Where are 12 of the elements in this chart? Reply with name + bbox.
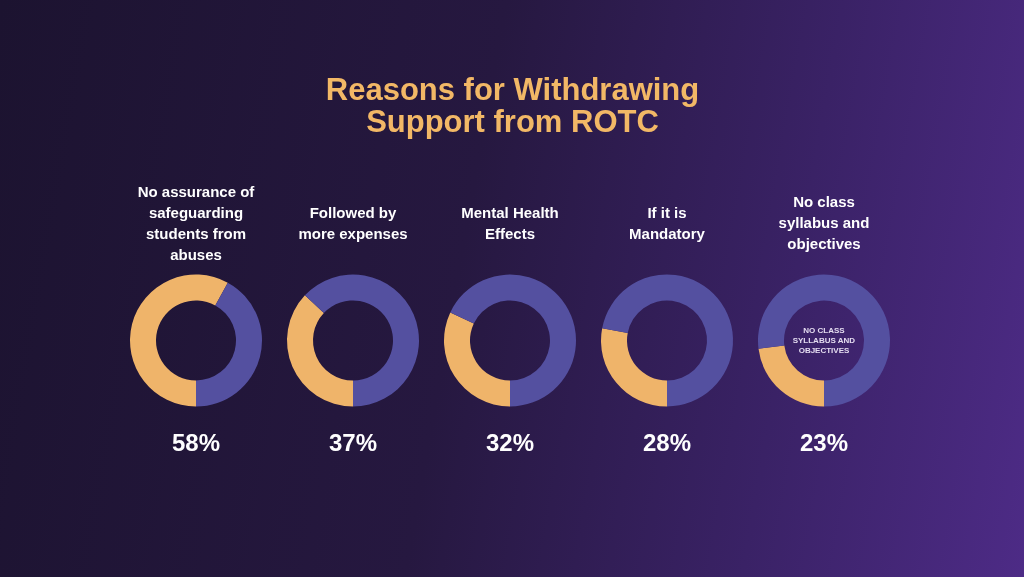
- data-label: 28%: [642, 429, 692, 456]
- text: Reasons for Withdrawing Support from ROTC: [325, 72, 700, 139]
- chart-title: Followed by more expenses: [298, 203, 408, 242]
- chart-title: Mental Health Effects: [461, 203, 559, 242]
- data-label: 23%: [799, 429, 849, 456]
- text: NO CLASS SYLLABUS AND OBJECTIVES: [792, 326, 856, 355]
- chart-title: No class syllabus and objectives: [778, 193, 870, 252]
- data-label: 32%: [485, 429, 535, 456]
- data-label: 58%: [171, 429, 221, 456]
- data-label: 37%: [328, 429, 378, 456]
- chart-title: No assurance of safeguarding students from abuses: [137, 182, 256, 263]
- chart-title: If it is Mandatory: [629, 203, 706, 242]
